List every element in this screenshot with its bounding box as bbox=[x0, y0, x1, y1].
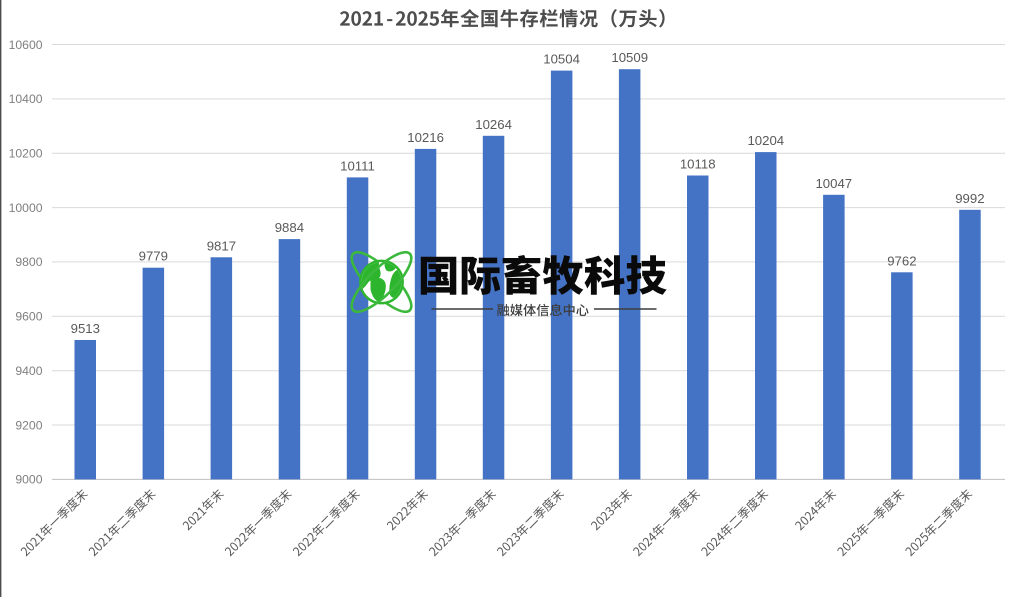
svg-text:10118: 10118 bbox=[680, 157, 716, 172]
svg-text:10204: 10204 bbox=[747, 133, 784, 148]
svg-text:10264: 10264 bbox=[475, 117, 512, 132]
svg-text:9000: 9000 bbox=[15, 473, 42, 487]
svg-text:9884: 9884 bbox=[275, 220, 304, 235]
svg-text:9400: 9400 bbox=[15, 364, 42, 378]
svg-text:10504: 10504 bbox=[543, 52, 580, 67]
svg-text:10111: 10111 bbox=[340, 158, 375, 173]
svg-text:9800: 9800 bbox=[15, 255, 42, 269]
svg-text:9200: 9200 bbox=[15, 418, 42, 432]
svg-text:9513: 9513 bbox=[71, 321, 100, 336]
svg-text:10216: 10216 bbox=[407, 130, 444, 145]
svg-text:10400: 10400 bbox=[9, 92, 43, 106]
svg-text:10000: 10000 bbox=[9, 201, 43, 215]
svg-text:9992: 9992 bbox=[955, 191, 984, 206]
svg-text:10200: 10200 bbox=[9, 147, 43, 161]
svg-text:10047: 10047 bbox=[815, 176, 852, 191]
svg-text:9779: 9779 bbox=[139, 249, 168, 264]
svg-text:9762: 9762 bbox=[887, 253, 916, 268]
svg-text:9817: 9817 bbox=[207, 238, 236, 253]
svg-text:10509: 10509 bbox=[611, 50, 648, 65]
svg-text:9600: 9600 bbox=[15, 310, 42, 324]
svg-text:10600: 10600 bbox=[9, 38, 43, 52]
